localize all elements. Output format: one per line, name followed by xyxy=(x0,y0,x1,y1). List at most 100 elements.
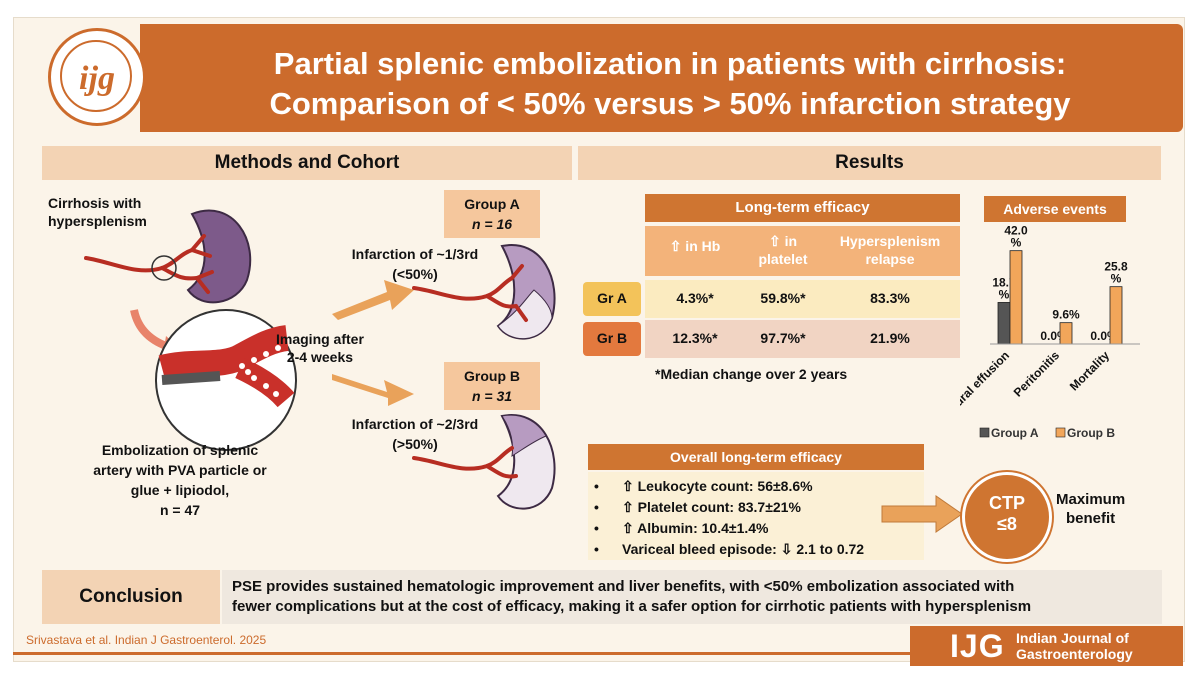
overall-list: • ⇧ Leukocyte count: 56±8.6% • ⇧ Platelet … xyxy=(594,476,924,560)
category-label-0: Pleural effusion xyxy=(960,348,1012,422)
journal-logo-initials: ijg xyxy=(79,60,115,97)
group-b-title: Group B xyxy=(464,368,520,384)
cirrhosis-label-line-1: Cirrhosis with xyxy=(48,195,142,211)
col-relapse-line-2: relapse xyxy=(865,251,915,267)
page-title: Partial splenic embolization in patients… xyxy=(170,44,1170,124)
list-item-text: Variceal bleed episode: ⇩ 2.1 to 0.72 xyxy=(622,541,865,557)
cirrhosis-label: Cirrhosis with hypersplenism xyxy=(48,194,147,230)
overall-heading: Overall long-term efficacy xyxy=(588,444,924,470)
conclusion-label: Conclusion xyxy=(42,570,220,624)
brand-name: Indian Journal of Gastroenterology xyxy=(1016,630,1133,662)
row-b-hb: 12.3%* xyxy=(672,330,718,346)
row-b-relapse: 21.9% xyxy=(870,330,910,346)
data-label-group-b-0: 42.0% xyxy=(1004,224,1028,250)
row-b-label: Gr B xyxy=(596,330,628,346)
table-row-a xyxy=(645,280,960,318)
cirrhosis-label-line-2: hypersplenism xyxy=(48,213,147,229)
table-row-b xyxy=(645,320,960,358)
arrow-to-group-a xyxy=(332,280,414,320)
arrow-to-ctp xyxy=(881,495,963,533)
emb-line-2: artery with PVA particle or xyxy=(93,462,267,478)
conclusion-line-1: PSE provides sustained hematologic impro… xyxy=(232,578,1015,595)
efficacy-table-title: Long-term efficacy xyxy=(645,194,960,222)
spleen-group-b xyxy=(412,414,556,510)
col-platelet-line-2: platelet xyxy=(758,251,808,267)
methods-heading: Methods and Cohort xyxy=(42,146,572,180)
col-platelet: ⇧ in platelet xyxy=(748,232,818,268)
spleen-illustration xyxy=(186,209,252,304)
footer-divider xyxy=(13,652,910,655)
adverse-events-chart: 18.7 %42.0 %Pleural effusion0.0%9.6%Perito… xyxy=(960,224,1140,440)
brand-line-2: Gastroenterology xyxy=(1016,646,1133,662)
col-platelet-line-1: ⇧ in xyxy=(768,233,798,249)
row-a-platelet: 59.8%* xyxy=(760,290,806,306)
zoom-circle-small xyxy=(151,255,177,281)
bullet-dot: • xyxy=(594,520,599,536)
bullet-dot: • xyxy=(594,541,599,557)
bar-group-b-1 xyxy=(1059,322,1073,345)
imaging-label-line-1: Imaging after xyxy=(276,331,364,347)
embolization-magnified-view xyxy=(155,309,297,451)
category-label-1: Peritonitis xyxy=(1011,348,1063,400)
brand-line-1: Indian Journal of xyxy=(1016,630,1129,646)
footer-brand: IJG Indian Journal of Gastroenterology xyxy=(910,626,1183,666)
benefit-line-2: benefit xyxy=(1066,510,1116,527)
arrow-to-group-b xyxy=(332,374,414,406)
row-a-relapse: 83.3% xyxy=(870,290,910,306)
splenic-artery xyxy=(84,234,214,294)
col-hb: ⇧ in Hb xyxy=(669,238,721,254)
group-a-box: Group A n = 16 xyxy=(444,190,540,238)
group-b-box: Group B n = 31 xyxy=(444,362,540,410)
emb-n: n = 47 xyxy=(159,502,201,518)
list-item-text: ⇧ Platelet count: 83.7±21% xyxy=(622,499,801,515)
group-b-inf-line-1: Infarction of ~2/3rd xyxy=(351,416,479,432)
results-heading: Results xyxy=(578,146,1161,180)
row-b-label-box xyxy=(583,322,641,356)
group-b-infarction: Infarction of ~2/3rd (>50%) xyxy=(340,414,490,454)
row-a-label: Gr A xyxy=(597,290,627,306)
data-label-group-b-2: 25.8% xyxy=(1104,260,1128,286)
legend-label-0: Group A xyxy=(991,426,1039,440)
embolization-description: Embolization of splenic artery with PVA … xyxy=(30,440,330,520)
title-line-2: Comparison of < 50% versus > 50% infarct… xyxy=(269,86,1071,121)
legend-swatch-1 xyxy=(1055,427,1066,438)
group-a-inf-line-1: Infarction of ~1/3rd xyxy=(351,246,479,262)
col-relapse-line-1: Hypersplenism xyxy=(839,233,941,249)
bar-group-b-2 xyxy=(1109,286,1123,345)
title-banner xyxy=(140,24,1183,132)
category-label-2: Mortality xyxy=(1067,348,1112,393)
legend-label-1: Group B xyxy=(1067,426,1115,440)
imaging-label: Imaging after 2-4 weeks xyxy=(276,330,364,366)
conclusion-text: PSE provides sustained hematologic impro… xyxy=(222,570,1162,624)
list-item: • ⇧ Leukocyte count: 56±8.6% xyxy=(594,476,924,497)
chart-title: Adverse events xyxy=(984,196,1126,222)
table-footnote: *Median change over 2 years xyxy=(655,366,848,382)
citation: Srivastava et al. Indian J Gastroenterol… xyxy=(26,633,267,647)
group-a-title: Group A xyxy=(464,196,520,212)
bullet-dot: • xyxy=(594,478,599,494)
row-b-platelet: 97.7%* xyxy=(760,330,806,346)
group-b-n: n = 31 xyxy=(471,388,513,404)
list-item: • Variceal bleed episode: ⇩ 2.1 to 0.72 xyxy=(594,539,924,560)
emb-line-3: glue + lipiodol, xyxy=(130,482,230,498)
journal-logo-ring xyxy=(60,40,132,112)
brand-initials: IJG xyxy=(950,628,1005,664)
row-a-label-box xyxy=(583,282,641,316)
group-a-inf-line-2: (<50%) xyxy=(392,266,438,282)
group-b-inf-line-2: (>50%) xyxy=(392,436,438,452)
bar-group-a-0 xyxy=(997,302,1011,345)
row-a-hb: 4.3%* xyxy=(676,290,714,306)
data-label-group-b-1: 9.6% xyxy=(1052,308,1080,322)
efficacy-table-header xyxy=(645,226,960,276)
legend-swatch-0 xyxy=(979,427,990,438)
group-a-infarction: Infarction of ~1/3rd (<50%) xyxy=(340,244,490,284)
group-a-n: n = 16 xyxy=(471,216,513,232)
overall-box xyxy=(588,472,924,560)
emb-line-1: Embolization of splenic xyxy=(101,442,259,458)
maximum-benefit: Maximum benefit xyxy=(1056,490,1125,528)
title-line-1: Partial splenic embolization in patients… xyxy=(273,46,1067,81)
methods-illustration xyxy=(84,209,556,510)
bullet-dot: • xyxy=(594,499,599,515)
bar-group-b-0 xyxy=(1009,250,1023,345)
ctp-value: ≤8 xyxy=(997,514,1017,534)
